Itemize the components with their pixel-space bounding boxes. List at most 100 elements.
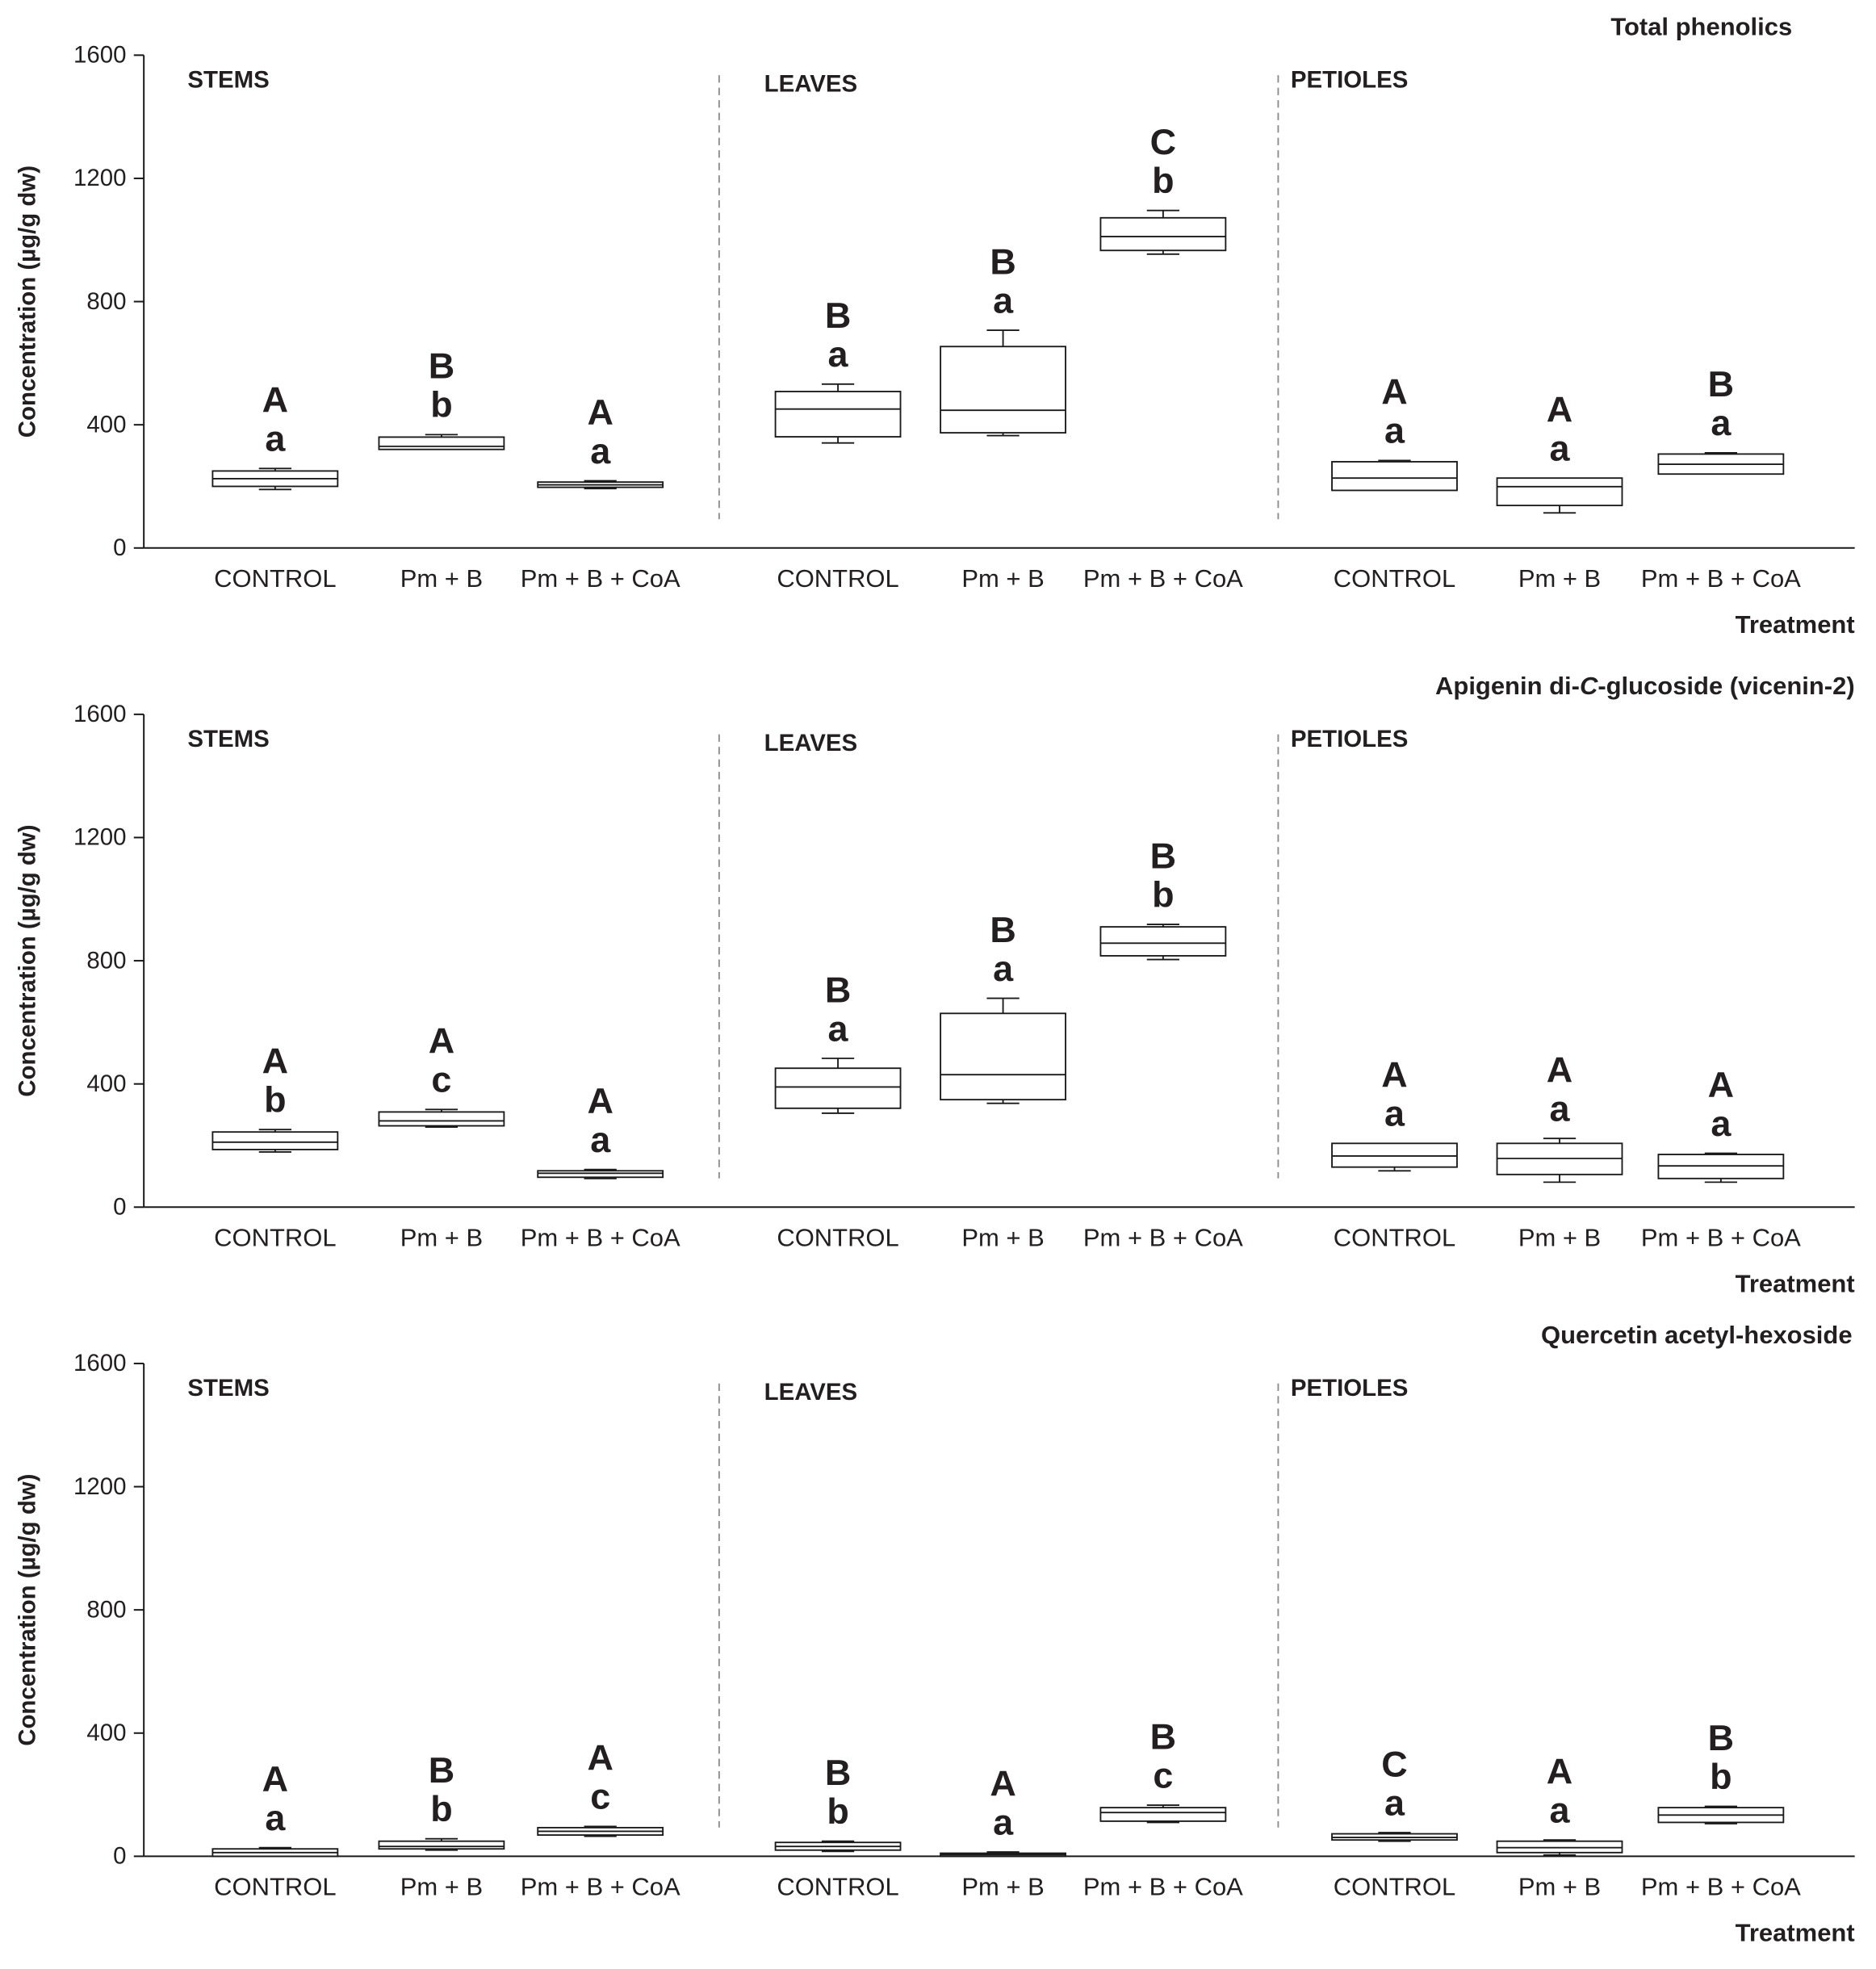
section-label: STEMS xyxy=(187,726,269,752)
significance-letter-lower: b xyxy=(264,1079,286,1120)
chart-title-segment: Apigenin di- xyxy=(1435,672,1580,700)
box xyxy=(537,1170,664,1179)
significance-letter-upper: A xyxy=(429,1020,454,1062)
significance-letter-lower: b xyxy=(1152,160,1174,201)
section-label: PETIOLES xyxy=(1291,1375,1409,1401)
category-label: Pm + B + CoA xyxy=(1083,1223,1243,1251)
significance-letter-lower: a xyxy=(1711,1103,1732,1144)
category-label: Pm + B + CoA xyxy=(1083,564,1243,593)
significance-letter-lower: a xyxy=(1384,1782,1405,1823)
y-tick-label: 0 xyxy=(113,1194,126,1221)
significance-letter-upper: C xyxy=(1150,121,1176,162)
significance-letter-lower: a xyxy=(828,333,849,375)
y-tick-label: 1200 xyxy=(73,165,126,191)
y-axis-label: Concentration (µg/g dw) xyxy=(14,165,40,438)
significance-letter-lower: a xyxy=(265,418,286,459)
section-label: LEAVES xyxy=(764,70,858,97)
category-label: CONTROL xyxy=(777,1223,898,1251)
section-label: PETIOLES xyxy=(1291,726,1409,752)
category-label: CONTROL xyxy=(214,1223,336,1251)
y-tick-label: 1200 xyxy=(73,824,126,851)
y-tick-label: 0 xyxy=(113,534,126,561)
significance-letter-upper: A xyxy=(1547,1750,1572,1791)
significance-letter-lower: c xyxy=(431,1059,451,1100)
box xyxy=(774,1067,902,1109)
significance-letter-lower: c xyxy=(1153,1754,1173,1795)
significance-letter-lower: a xyxy=(993,279,1014,320)
significance-letter-upper: A xyxy=(262,379,288,421)
significance-letter-lower: a xyxy=(590,1119,611,1160)
significance-letter-lower: a xyxy=(1550,427,1571,468)
y-tick-label: 800 xyxy=(86,288,126,315)
y-tick-label: 1200 xyxy=(73,1473,126,1500)
significance-letter-upper: B xyxy=(1150,835,1176,876)
significance-letter-upper: B xyxy=(825,295,851,336)
category-label: Pm + B xyxy=(400,1223,483,1251)
box xyxy=(1331,461,1458,492)
category-label: Pm + B xyxy=(1518,1872,1601,1900)
category-label: CONTROL xyxy=(1334,1223,1455,1251)
chart-title-segment: Total phenolics xyxy=(1610,13,1792,41)
significance-letter-upper: A xyxy=(1547,388,1572,429)
y-tick-label: 800 xyxy=(86,1596,126,1623)
box xyxy=(1099,1807,1227,1822)
significance-letter-upper: B xyxy=(1150,1716,1176,1757)
significance-letter-upper: B xyxy=(1708,363,1734,404)
category-label: CONTROL xyxy=(1334,1872,1455,1900)
chart-panel: Apigenin di-C-glucoside (vicenin-2) Conce… xyxy=(14,672,1854,1298)
significance-letter-lower: a xyxy=(1550,1088,1571,1129)
box xyxy=(1496,477,1623,507)
y-tick-label: 0 xyxy=(113,1843,126,1870)
section-label: LEAVES xyxy=(764,730,858,756)
category-label: CONTROL xyxy=(214,564,336,593)
x-axis-label: Treatment xyxy=(1736,610,1855,639)
significance-letter-upper: A xyxy=(1547,1049,1572,1090)
box xyxy=(211,1131,339,1150)
significance-letter-upper: B xyxy=(825,1752,851,1793)
significance-letter-upper: A xyxy=(587,1737,613,1778)
significance-letter-lower: b xyxy=(1710,1756,1732,1797)
significance-letter-upper: B xyxy=(825,969,851,1010)
category-label: Pm + B + CoA xyxy=(1641,1223,1801,1251)
significance-letter-lower: a xyxy=(265,1797,286,1838)
category-label: Pm + B + CoA xyxy=(521,564,680,593)
category-label: CONTROL xyxy=(214,1872,336,1900)
category-label: Pm + B xyxy=(400,564,483,593)
significance-letter-lower: b xyxy=(827,1791,848,1832)
chart-panel: Quercetin acetyl-hexoside Concentration (… xyxy=(14,1321,1854,1947)
significance-letter-upper: A xyxy=(1381,1054,1407,1096)
significance-letter-upper: B xyxy=(429,1749,454,1791)
category-label: Pm + B xyxy=(400,1872,483,1900)
significance-letter-lower: a xyxy=(1711,402,1732,443)
significance-letter-upper: A xyxy=(587,1080,613,1121)
category-label: Pm + B xyxy=(1518,564,1601,593)
significance-letter-lower: a xyxy=(993,1801,1014,1842)
significance-letter-upper: A xyxy=(1381,371,1407,413)
section-label: STEMS xyxy=(187,1375,269,1401)
box xyxy=(940,346,1066,434)
significance-letter-lower: a xyxy=(1384,1093,1405,1134)
y-tick-label: 1600 xyxy=(73,701,126,727)
category-label: Pm + B + CoA xyxy=(1083,1872,1243,1900)
category-label: Pm + B + CoA xyxy=(521,1223,680,1251)
chart-panel: Total phenolics Concentration (µg/g dw) 0 4… xyxy=(14,13,1854,639)
x-axis-label: Treatment xyxy=(1736,1919,1855,1947)
y-tick-label: 800 xyxy=(86,947,126,974)
significance-letter-upper: A xyxy=(1708,1064,1734,1105)
significance-letter-upper: B xyxy=(990,241,1015,282)
box xyxy=(1496,1840,1623,1854)
box xyxy=(1331,1142,1458,1168)
category-label: Pm + B + CoA xyxy=(1641,1872,1801,1900)
significance-letter-upper: B xyxy=(990,909,1015,950)
significance-letter-lower: b xyxy=(430,1788,452,1829)
significance-letter-lower: c xyxy=(590,1776,610,1817)
y-axis-label: Concentration (µg/g dw) xyxy=(14,824,40,1096)
significance-letter-lower: a xyxy=(590,430,611,471)
significance-letter-lower: a xyxy=(993,948,1014,989)
significance-letter-upper: A xyxy=(990,1762,1015,1804)
significance-letter-upper: B xyxy=(429,346,454,387)
box xyxy=(378,1111,505,1127)
significance-letter-lower: a xyxy=(1384,410,1405,451)
section-label: PETIOLES xyxy=(1291,67,1409,94)
